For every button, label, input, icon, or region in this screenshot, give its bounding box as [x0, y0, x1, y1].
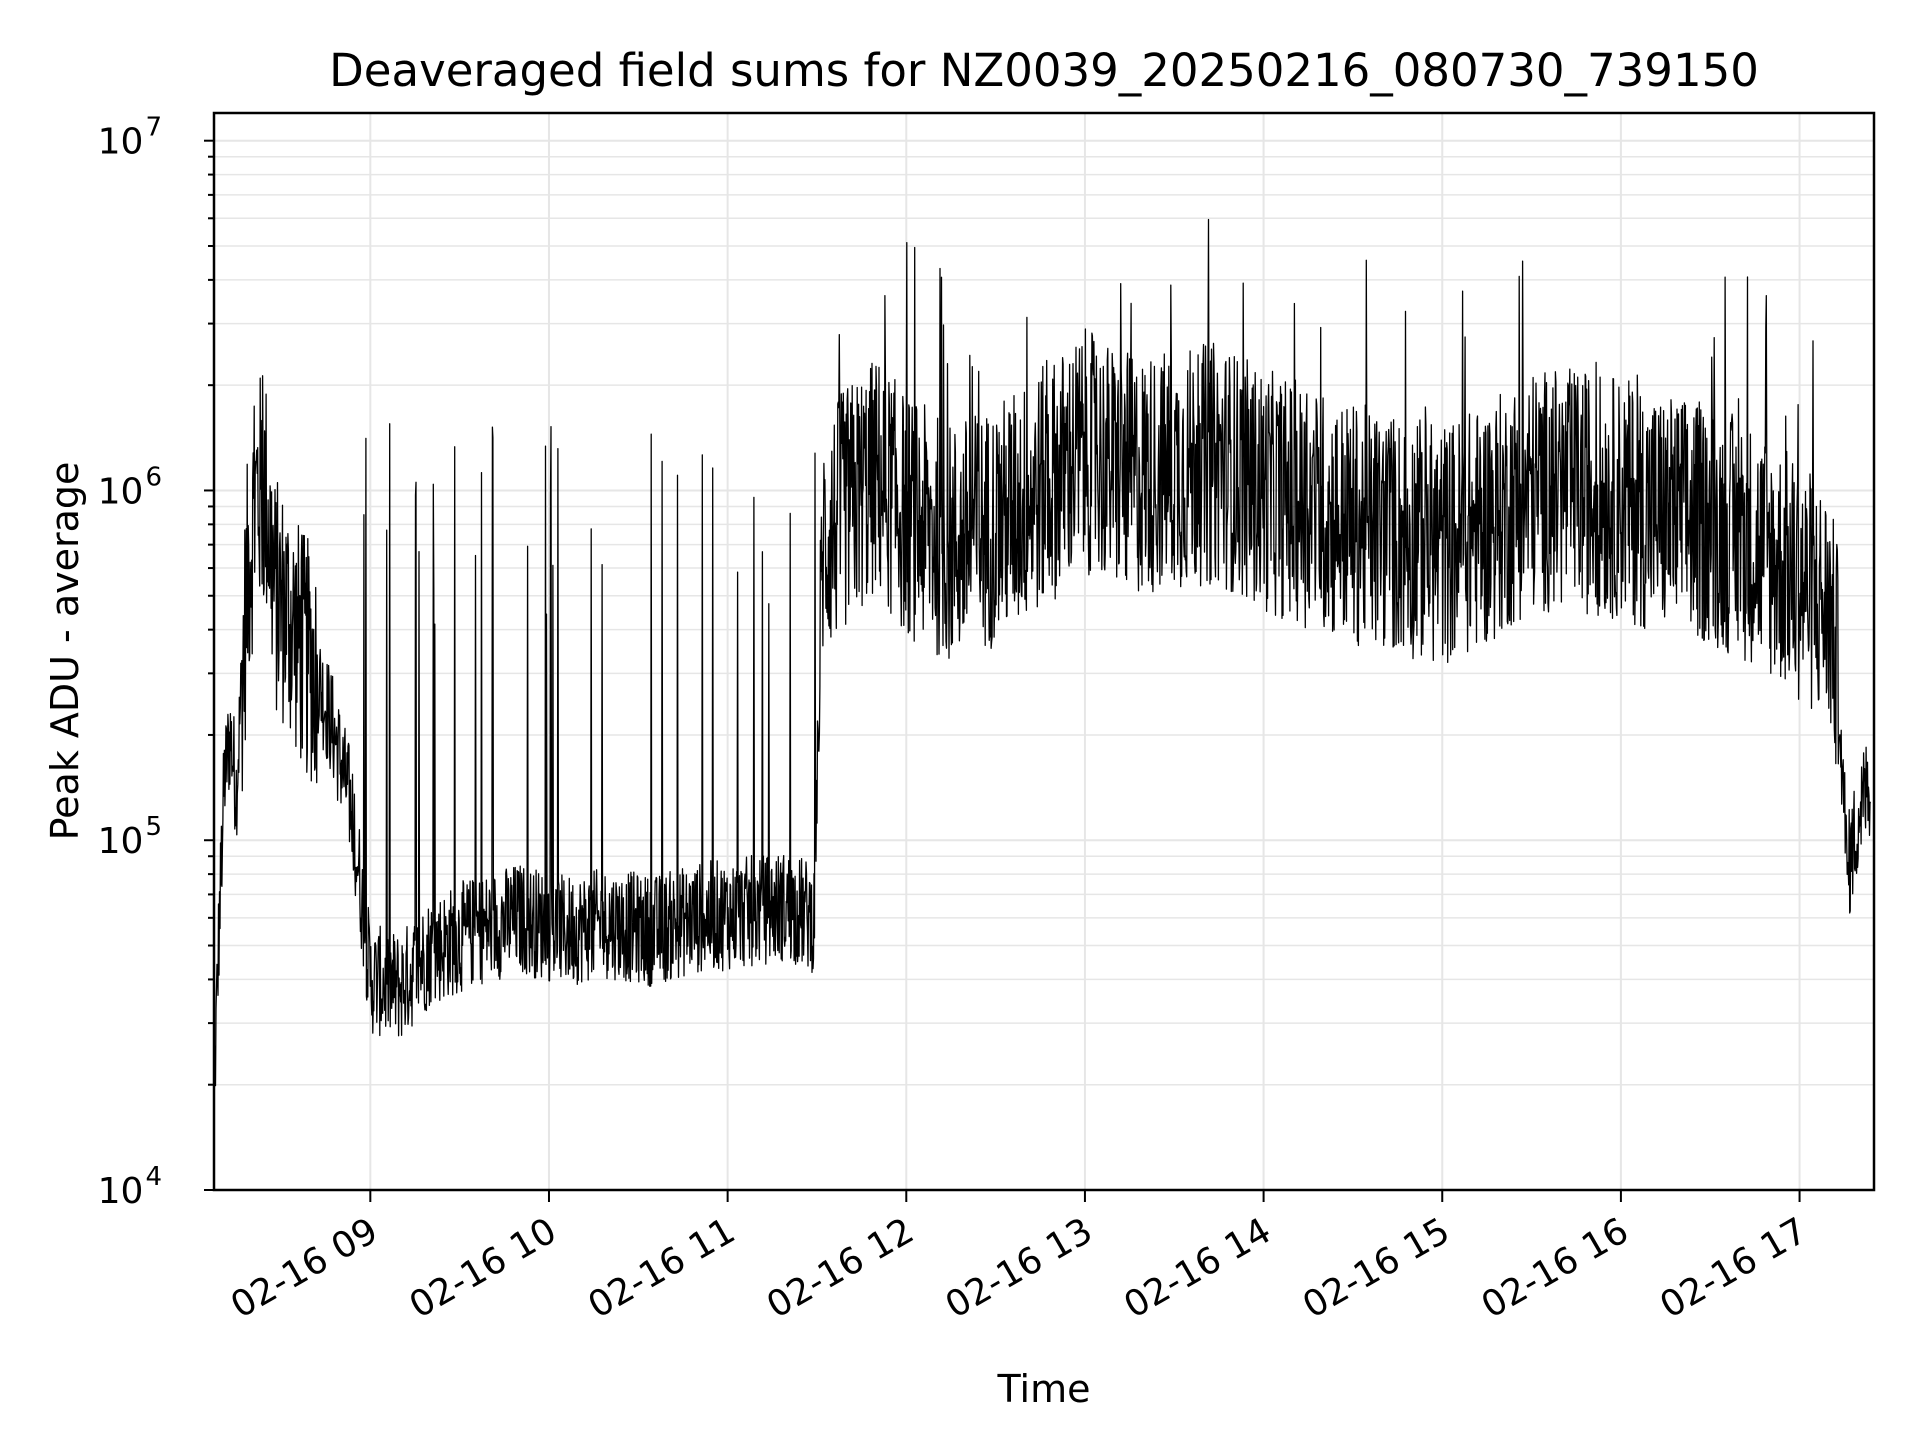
chart-title: Deaveraged field sums for NZ0039_2025021…	[329, 44, 1759, 97]
x-axis-label: Time	[997, 1367, 1091, 1411]
y-tick-exponent: 4	[145, 1162, 162, 1192]
y-tick-label: 107	[98, 113, 162, 163]
x-tick-label: 02-16 16	[1475, 1210, 1636, 1326]
x-tick-label: 02-16 13	[939, 1210, 1100, 1326]
plot-frame	[212, 111, 1876, 1192]
y-axis-label: Peak ADU - average	[43, 462, 87, 841]
y-tick-exponent: 7	[145, 113, 162, 143]
grid	[214, 113, 1874, 1191]
y-tick-exponent: 6	[145, 462, 162, 492]
x-tick-label: 02-16 14	[1117, 1210, 1278, 1326]
ticks: 02-16 09 02-16 10 02-16 11 02-16 12 02-16 13…	[98, 113, 1814, 1327]
x-tick-label: 02-16 17	[1653, 1210, 1814, 1326]
y-tick-exponent: 5	[145, 812, 162, 842]
series-layer	[213, 218, 1872, 1087]
x-tick-label: 02-16 10	[403, 1210, 564, 1326]
x-tick-label: 02-16 11	[581, 1210, 742, 1326]
x-tick-label: 02-16 09	[224, 1210, 385, 1326]
y-tick-label: 106	[98, 462, 162, 512]
series-line-0	[213, 218, 1872, 1087]
y-tick-label: 105	[98, 812, 162, 862]
y-tick-label: 104	[98, 1162, 162, 1212]
x-tick-label: 02-16 15	[1296, 1210, 1457, 1326]
x-tick-label: 02-16 12	[760, 1210, 921, 1326]
